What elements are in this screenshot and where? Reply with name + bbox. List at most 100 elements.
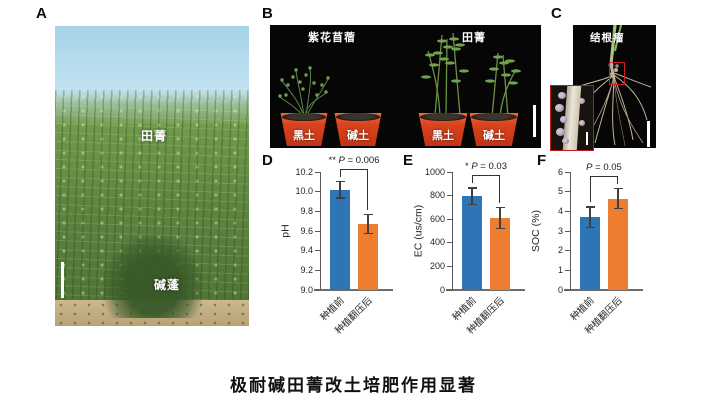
significance-bracket-leg xyxy=(472,175,473,184)
y-tick-mark xyxy=(447,218,452,220)
error-bar-cap xyxy=(613,208,623,210)
panel-letter: D xyxy=(262,152,273,169)
bar-种植前 xyxy=(580,217,600,290)
y-tick-mark xyxy=(447,195,452,197)
sesbania-group-label: 田菁 xyxy=(462,32,486,44)
error-bar-cap xyxy=(495,206,505,208)
chart-panel-e-ec: E EC (us/cm) 0 200 400 600 800 1000 种植前 种植翻压后 * P … xyxy=(396,150,548,337)
nodule-inset-image xyxy=(550,85,594,151)
significance-bracket-leg xyxy=(499,175,500,203)
y-axis-title-text: EC (us/cm) xyxy=(412,204,424,258)
inset-scale-bar xyxy=(586,132,588,145)
y-tick-label: 0 xyxy=(557,284,563,295)
y-tick-mark xyxy=(315,269,320,271)
y-tick-mark xyxy=(315,250,320,252)
y-tick-mark xyxy=(315,171,320,173)
tianjing-annotation: 田菁 xyxy=(141,129,168,143)
error-bar-cap xyxy=(335,180,345,183)
y-tick-mark xyxy=(565,230,570,232)
panel-c-letter: C xyxy=(551,5,562,22)
significance-label: * P = 0.03 xyxy=(464,161,507,173)
y-tick-label: 5 xyxy=(557,186,563,197)
nodule xyxy=(562,138,569,144)
x-axis-line xyxy=(564,289,643,291)
pot-soil-rim xyxy=(470,113,518,121)
x-axis-line xyxy=(314,289,393,291)
pot-label: 黑土 xyxy=(432,130,454,142)
error-bar-cap xyxy=(467,187,477,189)
y-tick-mark xyxy=(447,242,452,244)
error-bar-cap xyxy=(363,214,373,216)
nodule xyxy=(578,98,585,104)
y-tick-label: 4 xyxy=(557,205,563,216)
y-tick-label: 9.8 xyxy=(300,205,313,216)
scale-bar xyxy=(647,121,650,147)
alfalfa-group-label: 紫花苜蓿 xyxy=(308,32,356,44)
jianpeng-annotation: 碱蓬 xyxy=(154,278,181,292)
bar-种植前 xyxy=(462,196,482,290)
sesbania-canopy xyxy=(55,90,249,304)
y-tick-mark xyxy=(315,230,320,232)
error-bar-cap xyxy=(585,206,595,208)
y-tick-label: 600 xyxy=(429,213,445,224)
error-bar xyxy=(471,187,473,206)
y-tick-mark xyxy=(447,289,452,291)
bar-种植前 xyxy=(330,189,350,290)
significance-label: ** P = 0.006 xyxy=(328,154,380,166)
significance-bracket-leg xyxy=(367,168,368,211)
y-tick-label: 3 xyxy=(557,225,563,236)
significance-bracket-leg xyxy=(340,168,341,177)
panel-letter: F xyxy=(537,152,547,169)
error-bar-cap xyxy=(613,187,623,189)
y-tick-label: 9.6 xyxy=(300,225,313,236)
error-bar xyxy=(367,214,369,234)
y-tick-mark xyxy=(315,210,320,212)
scale-bar xyxy=(61,262,64,298)
nodule-highlight-box xyxy=(609,62,625,85)
y-tick-label: 0 xyxy=(439,284,445,295)
significance-bracket xyxy=(472,175,500,177)
y-tick-mark xyxy=(315,191,320,193)
significance-label: P = 0.05 xyxy=(586,161,622,173)
y-tick-mark xyxy=(565,250,570,252)
plants-illustration xyxy=(278,32,521,118)
nodule xyxy=(560,116,567,123)
root-nodule-annotation: 结根瘤 xyxy=(590,32,625,44)
y-tick-mark xyxy=(565,210,570,212)
pot-soil-rim xyxy=(335,113,381,121)
y-tick-mark xyxy=(447,171,452,173)
pot-saline-soil-2: 碱土 xyxy=(467,113,521,146)
y-tick-label: 1000 xyxy=(424,166,445,177)
y-axis-title: EC (us/cm) xyxy=(410,172,426,290)
significance-bracket xyxy=(340,168,368,170)
pot-label: 碱土 xyxy=(483,130,505,142)
suaeda-bush xyxy=(103,234,203,318)
bar-种植翻压后 xyxy=(358,224,378,290)
y-tick-label: 1 xyxy=(557,264,563,275)
y-tick-mark xyxy=(315,289,320,291)
y-tick-label: 200 xyxy=(429,260,445,271)
panel-a-letter: A xyxy=(36,5,47,22)
error-bar xyxy=(499,206,501,230)
error-bar-cap xyxy=(467,203,477,206)
y-tick-label: 6 xyxy=(557,166,563,177)
nodule xyxy=(555,104,564,112)
y-tick-mark xyxy=(565,289,570,291)
error-bar-cap xyxy=(495,228,505,230)
bar-种植翻压后 xyxy=(608,198,628,290)
pot-soil-rim xyxy=(419,113,467,121)
pot-label: 黑土 xyxy=(293,130,315,142)
scale-bar xyxy=(533,105,536,137)
figure-caption: 极耐碱田菁改土培肥作用显著 xyxy=(230,376,477,395)
significance-bracket-leg xyxy=(590,175,591,203)
panel-b-pot-photo: 紫花苜蓿 田菁 黑土 碱土 黑土 碱土 xyxy=(270,25,541,148)
pot-black-soil-2: 黑土 xyxy=(416,113,470,146)
panel-a-field-photo: 田菁 碱蓬 xyxy=(55,26,249,326)
nodule xyxy=(556,128,565,136)
pot-label: 碱土 xyxy=(347,130,369,142)
y-tick-label: 2 xyxy=(557,245,563,256)
y-tick-mark xyxy=(565,171,570,173)
y-tick-mark xyxy=(565,191,570,193)
